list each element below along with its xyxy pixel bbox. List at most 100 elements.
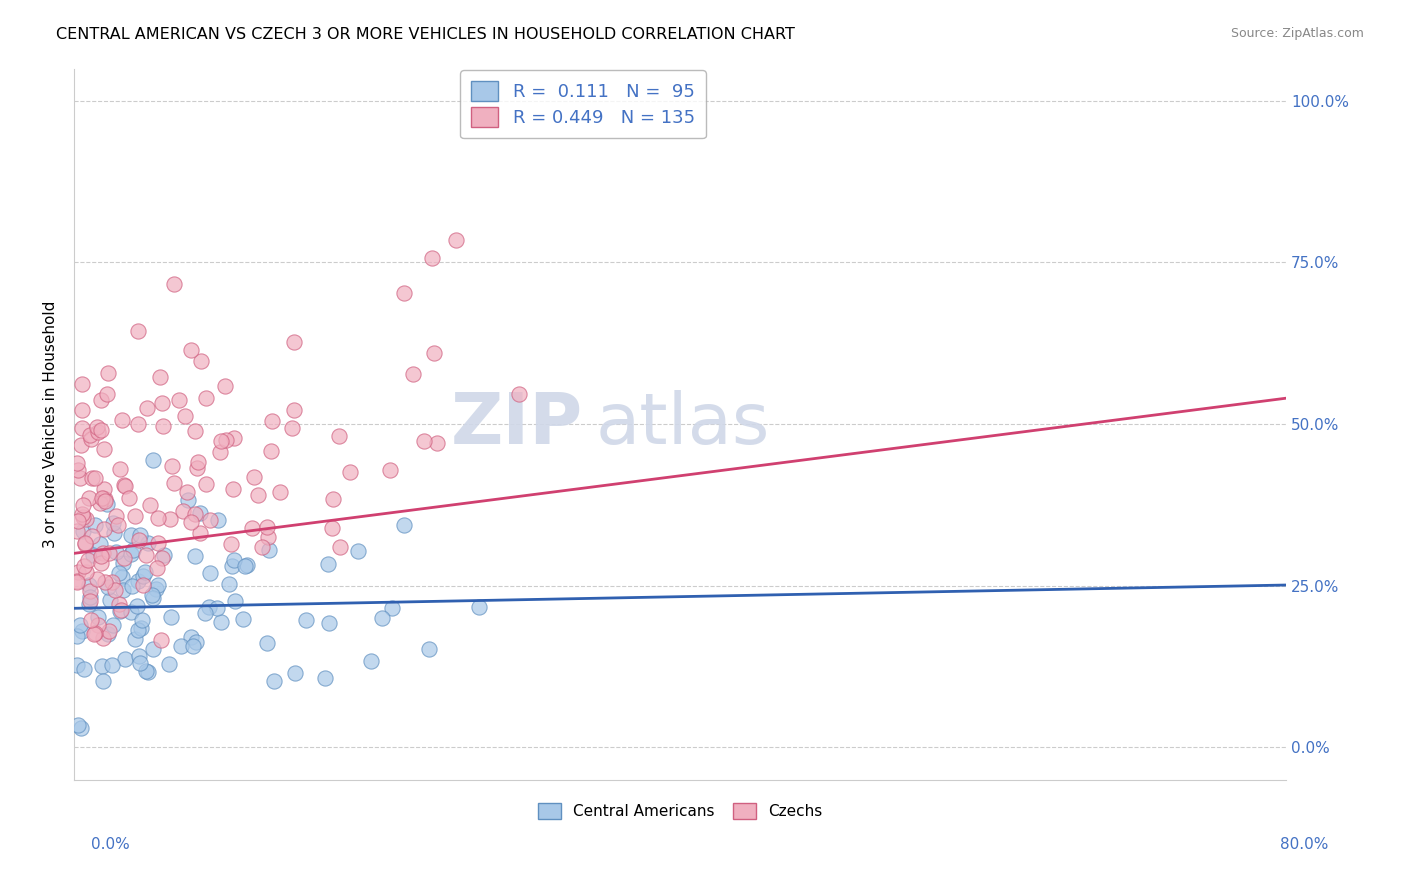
Point: [124, 632, 146, 646]
Point: [89, 496, 111, 510]
Point: [70, 438, 93, 452]
Point: [93, 442, 115, 457]
Point: [347, 544, 370, 558]
Point: [79, 584, 101, 599]
Point: [72, 524, 94, 538]
Point: [83, 471, 105, 485]
Point: [381, 601, 404, 615]
Point: [163, 277, 186, 291]
Text: Source: ZipAtlas.com: Source: ZipAtlas.com: [1230, 27, 1364, 40]
Point: [321, 521, 343, 535]
Point: [146, 561, 169, 575]
Point: [190, 354, 212, 368]
Point: [73, 662, 96, 676]
Point: [269, 485, 291, 500]
Point: [150, 633, 173, 648]
Point: [96, 497, 118, 511]
Point: [195, 391, 218, 405]
Point: [141, 588, 163, 602]
Point: [111, 570, 134, 584]
Point: [80, 432, 103, 446]
Point: [66, 575, 89, 590]
Point: [413, 434, 436, 448]
Point: [70, 507, 93, 521]
Point: [118, 491, 141, 505]
Point: [136, 401, 159, 416]
Point: [66, 524, 89, 538]
Point: [66, 658, 89, 673]
Point: [176, 492, 198, 507]
Point: [174, 409, 197, 423]
Point: [392, 518, 415, 533]
Text: 80.0%: 80.0%: [1281, 837, 1329, 852]
Text: CENTRAL AMERICAN VS CZECH 3 OR MORE VEHICLES IN HOUSEHOLD CORRELATION CHART: CENTRAL AMERICAN VS CZECH 3 OR MORE VEHI…: [56, 27, 796, 42]
Point: [184, 635, 207, 649]
Point: [90, 549, 112, 564]
Point: [426, 436, 449, 450]
Point: [124, 508, 146, 523]
Point: [79, 590, 101, 604]
Point: [209, 615, 232, 629]
Point: [103, 516, 125, 530]
Point: [107, 518, 129, 533]
Point: [256, 636, 278, 650]
Point: [120, 605, 142, 619]
Point: [198, 600, 221, 615]
Point: [157, 657, 180, 671]
Point: [152, 418, 174, 433]
Point: [150, 395, 173, 409]
Point: [75, 511, 97, 525]
Point: [207, 513, 229, 527]
Point: [90, 556, 112, 570]
Point: [107, 566, 129, 580]
Point: [283, 335, 305, 350]
Point: [129, 656, 152, 670]
Point: [162, 458, 184, 473]
Point: [103, 525, 125, 540]
Point: [66, 456, 89, 470]
Point: [70, 421, 93, 435]
Point: [128, 527, 150, 541]
Point: [284, 666, 307, 681]
Point: [103, 618, 125, 632]
Point: [77, 597, 100, 611]
Point: [66, 514, 89, 528]
Point: [190, 506, 212, 520]
Point: [195, 477, 218, 491]
Point: [136, 536, 159, 550]
Point: [77, 577, 100, 591]
Point: [120, 547, 142, 561]
Point: [339, 465, 361, 479]
Point: [120, 528, 142, 542]
Point: [243, 470, 266, 484]
Y-axis label: 3 or more Vehicles in Household: 3 or more Vehicles in Household: [44, 301, 58, 548]
Point: [91, 491, 114, 505]
Point: [80, 471, 103, 485]
Point: [209, 434, 232, 449]
Point: [91, 632, 114, 646]
Point: [86, 572, 108, 586]
Point: [232, 612, 254, 626]
Point: [94, 493, 117, 508]
Point: [180, 343, 202, 358]
Point: [314, 671, 336, 685]
Point: [96, 387, 118, 401]
Point: [77, 552, 100, 566]
Point: [70, 377, 93, 392]
Point: [184, 424, 207, 438]
Point: [90, 393, 112, 408]
Text: atlas: atlas: [595, 390, 769, 458]
Point: [188, 526, 211, 541]
Point: [127, 325, 149, 339]
Point: [148, 578, 170, 592]
Point: [169, 392, 191, 407]
Point: [247, 488, 270, 502]
Point: [240, 521, 263, 535]
Point: [329, 540, 352, 554]
Legend: Central Americans, Czechs: Central Americans, Czechs: [531, 797, 828, 825]
Point: [94, 492, 117, 507]
Point: [91, 546, 114, 560]
Point: [371, 610, 394, 624]
Point: [257, 530, 280, 544]
Point: [69, 618, 91, 632]
